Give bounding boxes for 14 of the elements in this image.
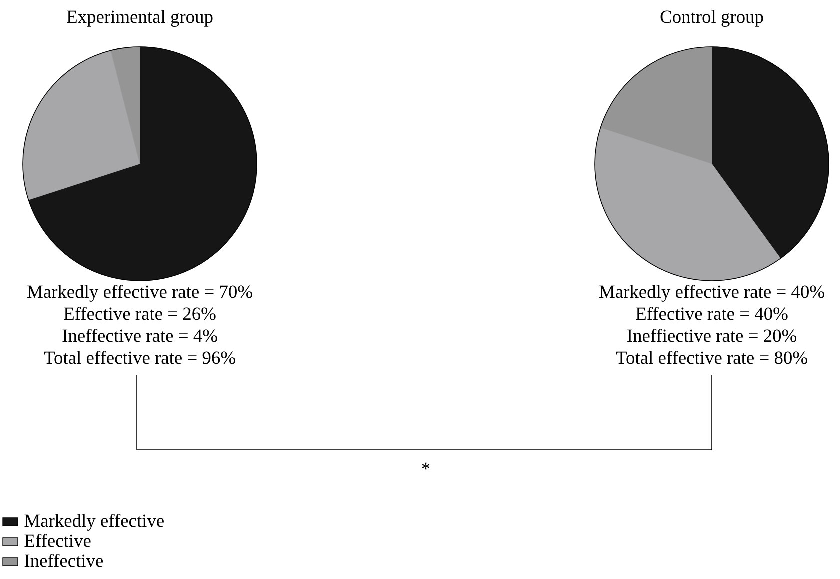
legend-label: Ineffective (24, 554, 104, 568)
text: Total effective rate = 80% (616, 351, 808, 364)
text: Effective rate = 26% (64, 307, 216, 320)
chart-title: Control group (660, 10, 764, 27)
text: Ineffective rate = 4% (62, 329, 218, 342)
legend-label: Markedly effective (24, 514, 164, 531)
text: Ineffiective rate = 20% (628, 329, 797, 342)
text: Total effective rate = 96% (44, 351, 236, 364)
legend-label: Effective (24, 534, 91, 548)
text: * (422, 462, 430, 470)
text: Effective rate = 40% (636, 307, 788, 320)
text: Markedly effective rate = 40% (600, 285, 824, 302)
chart-title: Experimental group (67, 10, 213, 27)
text: Markedly effective rate = 70% (28, 285, 252, 302)
